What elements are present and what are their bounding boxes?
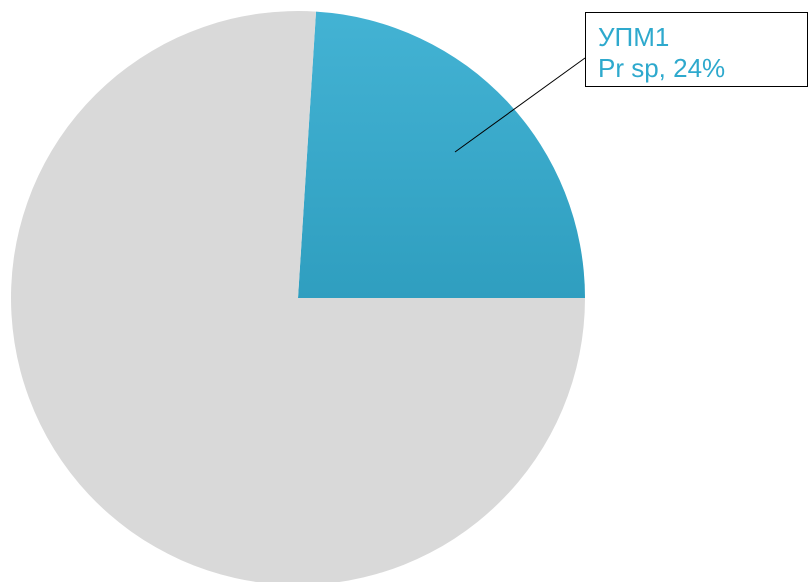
slice-value-label: Pr sp, 24% bbox=[598, 53, 725, 83]
slices bbox=[11, 11, 585, 582]
slice-shade bbox=[298, 11, 585, 299]
pie-slice bbox=[11, 11, 585, 582]
label-box bbox=[585, 12, 808, 87]
leader-line bbox=[454, 57, 586, 153]
slice-category-label: УПМ1 bbox=[598, 22, 669, 52]
